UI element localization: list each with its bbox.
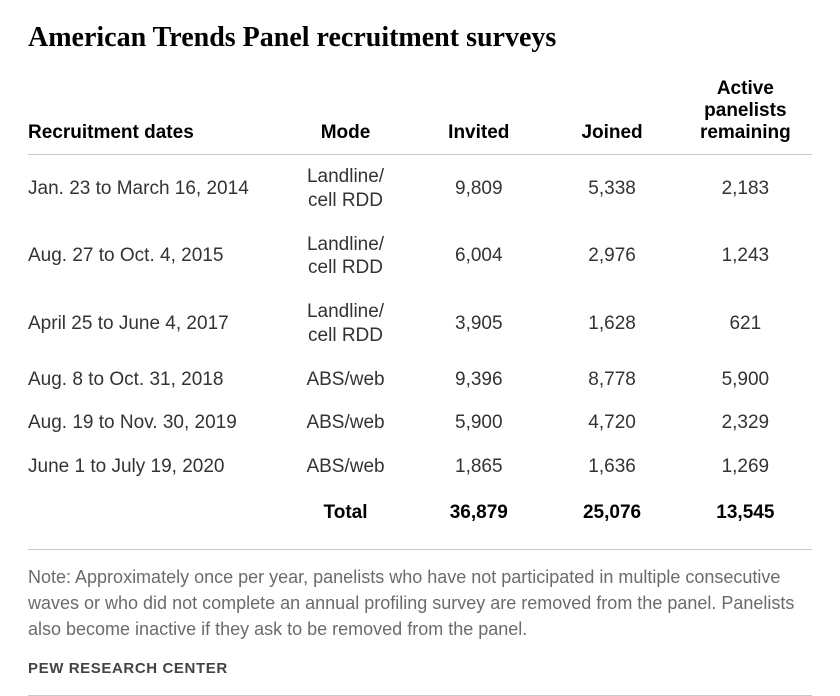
table-row: Jan. 23 to March 16, 2014 Landline/cell …	[28, 155, 812, 223]
cell-total-remaining: 13,545	[679, 489, 812, 535]
table-row: June 1 to July 19, 2020 ABS/web 1,865 1,…	[28, 445, 812, 489]
col-header-joined: Joined	[545, 72, 678, 155]
cell-joined: 5,338	[545, 155, 678, 223]
cell-remaining: 2,329	[679, 401, 812, 445]
cell-remaining: 2,183	[679, 155, 812, 223]
cell-total-invited: 36,879	[412, 489, 545, 535]
cell-remaining: 621	[679, 290, 812, 358]
cell-invited: 6,004	[412, 223, 545, 291]
cell-joined: 4,720	[545, 401, 678, 445]
page-title: American Trends Panel recruitment survey…	[28, 22, 812, 54]
table-row: April 25 to June 4, 2017 Landline/cell R…	[28, 290, 812, 358]
table-total-row: Total 36,879 25,076 13,545	[28, 489, 812, 535]
recruitment-table: Recruitment dates Mode Invited Joined Ac…	[28, 72, 812, 535]
cell-remaining: 1,243	[679, 223, 812, 291]
table-header-row: Recruitment dates Mode Invited Joined Ac…	[28, 72, 812, 155]
cell-total-joined: 25,076	[545, 489, 678, 535]
table-row: Aug. 8 to Oct. 31, 2018 ABS/web 9,396 8,…	[28, 358, 812, 402]
cell-joined: 8,778	[545, 358, 678, 402]
cell-remaining: 5,900	[679, 358, 812, 402]
source-attribution: PEW RESEARCH CENTER	[28, 660, 812, 696]
cell-dates: Aug. 19 to Nov. 30, 2019	[28, 401, 279, 445]
cell-mode: Landline/cell RDD	[279, 223, 412, 291]
cell-joined: 2,976	[545, 223, 678, 291]
cell-dates: June 1 to July 19, 2020	[28, 445, 279, 489]
cell-dates: April 25 to June 4, 2017	[28, 290, 279, 358]
cell-mode: ABS/web	[279, 445, 412, 489]
cell-joined: 1,636	[545, 445, 678, 489]
col-header-dates: Recruitment dates	[28, 72, 279, 155]
cell-mode: Landline/cell RDD	[279, 290, 412, 358]
table-row: Aug. 27 to Oct. 4, 2015 Landline/cell RD…	[28, 223, 812, 291]
cell-invited: 9,809	[412, 155, 545, 223]
col-header-mode: Mode	[279, 72, 412, 155]
cell-invited: 1,865	[412, 445, 545, 489]
footnote: Note: Approximately once per year, panel…	[28, 549, 812, 642]
table-body: Jan. 23 to March 16, 2014 Landline/cell …	[28, 155, 812, 535]
cell-dates: Jan. 23 to March 16, 2014	[28, 155, 279, 223]
col-header-invited: Invited	[412, 72, 545, 155]
cell-total-blank	[28, 489, 279, 535]
col-header-remaining: Active panelists remaining	[679, 72, 812, 155]
cell-invited: 3,905	[412, 290, 545, 358]
cell-total-label: Total	[279, 489, 412, 535]
cell-invited: 5,900	[412, 401, 545, 445]
cell-mode: ABS/web	[279, 358, 412, 402]
table-row: Aug. 19 to Nov. 30, 2019 ABS/web 5,900 4…	[28, 401, 812, 445]
cell-remaining: 1,269	[679, 445, 812, 489]
cell-joined: 1,628	[545, 290, 678, 358]
cell-dates: Aug. 8 to Oct. 31, 2018	[28, 358, 279, 402]
cell-dates: Aug. 27 to Oct. 4, 2015	[28, 223, 279, 291]
cell-mode: Landline/cell RDD	[279, 155, 412, 223]
cell-mode: ABS/web	[279, 401, 412, 445]
cell-invited: 9,396	[412, 358, 545, 402]
